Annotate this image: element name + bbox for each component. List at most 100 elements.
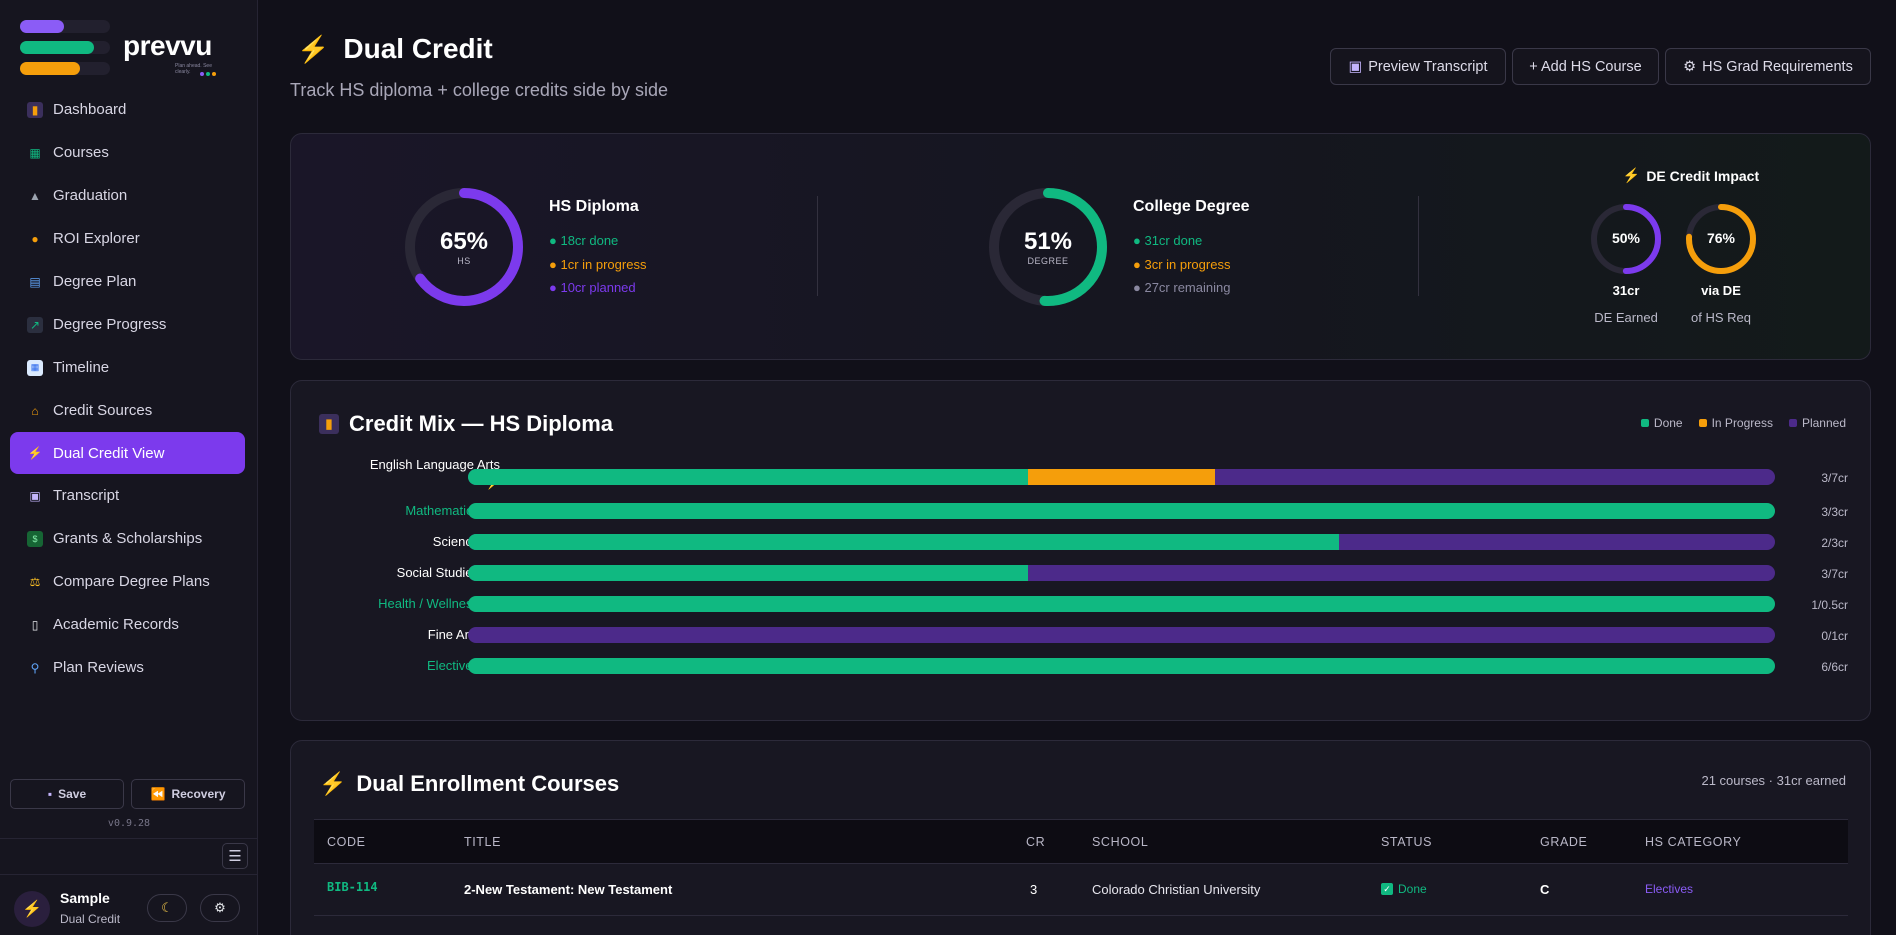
course-hs-category[interactable]: Electives [1645, 882, 1694, 896]
app-version: v0.9.28 [107, 818, 151, 829]
floppy-icon: ▪ [47, 787, 53, 801]
moon-icon: ☾ [161, 900, 173, 915]
credit-value: 6/6cr [1821, 660, 1848, 674]
de-credit-impact-title: ⚡ DE Credit Impact [1622, 167, 1760, 184]
col-status[interactable]: STATUS [1381, 835, 1433, 849]
credit-bar [468, 503, 1775, 519]
bar-segment-in-progress [1028, 469, 1215, 485]
bar-segment-done [468, 503, 1775, 519]
sidebar-item-compare-degree-plans[interactable]: ⚖ Compare Degree Plans [10, 560, 245, 603]
sidebar-item-dual-credit-view[interactable]: ⚡ Dual Credit View [10, 432, 245, 474]
hs-req-label: of HS Req [1691, 310, 1751, 325]
category-name: Health / Wellness [378, 596, 480, 611]
de-courses-title: ⚡ Dual Enrollment Courses [319, 771, 620, 796]
save-button[interactable]: ▪ Save [10, 779, 124, 809]
col-hs-category[interactable]: HS CATEGORY [1645, 835, 1742, 849]
college-in-progress-stat: ● 3cr in progress [1133, 257, 1231, 272]
credit-mix-row: English Language Arts⚡3/7cr [291, 457, 1872, 490]
de-earned-value: 31cr [1612, 283, 1640, 298]
sidebar-item-degree-plan[interactable]: ▤ Degree Plan [10, 260, 245, 303]
app-name: prevvu [123, 30, 212, 61]
gear-icon: ⚙ [214, 900, 226, 915]
bolt-icon: ⚡ [297, 33, 330, 64]
calendar-icon: ▦ [27, 359, 43, 376]
sidebar-item-dashboard[interactable]: ▮ Dashboard [10, 88, 245, 131]
category-name: English Language Arts [369, 457, 500, 472]
rewind-icon: ⏪ [150, 787, 166, 801]
bolt-icon: ⚡ [27, 446, 43, 460]
sidebar-item-grants[interactable]: $ Grants & Scholarships [10, 517, 245, 560]
credit-value: 0/1cr [1821, 629, 1848, 643]
category-name: Social Studies [396, 565, 480, 580]
add-hs-course-button[interactable]: + Add HS Course [1512, 48, 1659, 85]
col-school[interactable]: SCHOOL [1092, 835, 1149, 849]
sidebar-item-academic-records[interactable]: ▯ Academic Records [10, 603, 245, 646]
logo-dots [200, 72, 216, 76]
credit-bar [468, 534, 1775, 550]
line-chart-icon: ↗ [27, 316, 43, 333]
legend-in-progress: In Progress [1698, 416, 1773, 430]
course-title: 2-New Testament: New Testament [464, 882, 673, 897]
printer-icon: ▣ [29, 488, 41, 503]
credit-mix-row: Mathematics⚡3/3cr [291, 501, 1872, 521]
credit-bar [468, 596, 1775, 612]
open-book-icon: ▤ [29, 274, 41, 289]
recovery-button[interactable]: ⏪ Recovery [131, 779, 245, 809]
category-name: Science [432, 534, 480, 549]
sidebar-item-degree-progress[interactable]: ↗ Degree Progress [10, 303, 245, 346]
bar-segment-done [468, 596, 1775, 612]
bar-chart-icon: ▮ [27, 101, 43, 118]
magnifier-icon: ⚲ [30, 660, 40, 675]
table-row[interactable]: BIB-114 2-New Testament: New Testament 3… [314, 864, 1848, 916]
de-courses-card: ⚡ Dual Enrollment Courses 21 courses · 3… [290, 740, 1871, 935]
sidebar-item-transcript[interactable]: ▣ Transcript [10, 474, 245, 517]
sidebar-item-graduation[interactable]: ▲ Graduation [10, 174, 245, 217]
credit-mix-title: ▮ Credit Mix — HS Diploma [319, 411, 613, 437]
hs-ring-progress [405, 188, 523, 306]
college-remaining-stat: ● 27cr remaining [1133, 280, 1231, 295]
sidebar-divider [0, 838, 258, 839]
app-tagline: Plan ahead. See clearly. [175, 63, 212, 75]
credit-mix-row: Health / Wellness⚡1/0.5cr [291, 594, 1872, 614]
check-icon: ✓ [1381, 883, 1393, 895]
sidebar-item-timeline[interactable]: ▦ Timeline [10, 346, 245, 389]
college-ring-progress [989, 188, 1107, 306]
college-done-stat: ● 31cr done [1133, 233, 1203, 248]
col-code[interactable]: CODE [327, 835, 366, 849]
bar-segment-done [468, 565, 1029, 581]
col-title[interactable]: TITLE [464, 835, 502, 849]
col-grade[interactable]: GRADE [1540, 835, 1588, 849]
summary-rings [405, 188, 1756, 306]
summary-card: 65% HS HS Diploma ● 18cr done ● 1cr in p… [290, 133, 1871, 360]
sidebar-item-plan-reviews[interactable]: ⚲ Plan Reviews [10, 646, 245, 689]
sidebar: prevvu Plan ahead. See clearly. ▮ Dashboa… [0, 0, 258, 935]
status-badge: ✓ Done [1381, 882, 1427, 896]
theme-toggle-button[interactable]: ☾ [147, 894, 187, 922]
sidebar-item-credit-sources[interactable]: ⌂ Credit Sources [10, 389, 245, 432]
course-credits: 3 [1030, 882, 1038, 897]
hamburger-icon: ☰ [228, 848, 242, 865]
course-code[interactable]: BIB-114 [327, 880, 378, 894]
avatar[interactable]: ⚡ [14, 891, 50, 927]
credit-value: 3/7cr [1821, 567, 1848, 581]
sidebar-item-courses[interactable]: ▦ Courses [10, 131, 245, 174]
app-logo[interactable]: prevvu Plan ahead. See clearly. [20, 18, 220, 82]
preview-transcript-button[interactable]: ▣ Preview Transcript [1330, 48, 1506, 85]
settings-button[interactable]: ⚙ [200, 894, 240, 922]
de-earned-pct: 50% [1611, 230, 1641, 246]
course-grade: C [1540, 882, 1550, 897]
hs-grad-requirements-button[interactable]: ⚙ HS Grad Requirements [1665, 48, 1871, 85]
category-name: Fine Arts [427, 627, 480, 642]
table-header: CODE TITLE CR SCHOOL STATUS GRADE HS CAT… [314, 819, 1848, 864]
sidebar-item-roi-explorer[interactable]: ● ROI Explorer [10, 217, 245, 260]
scales-icon: ⚖ [29, 574, 41, 589]
gear-icon: ⚙ [1683, 58, 1697, 75]
bar-segment-done [468, 469, 1029, 485]
de-courses-count: 21 courses · 31cr earned [1701, 773, 1846, 788]
credit-mix-row: Science⚡2/3cr [291, 532, 1872, 552]
bar-chart-icon: ▮ [319, 414, 339, 434]
sidebar-divider [0, 874, 258, 875]
collapse-menu-button[interactable]: ☰ [222, 843, 248, 869]
col-cr[interactable]: CR [1026, 835, 1046, 849]
hs-req-ring-progress [1686, 204, 1756, 274]
